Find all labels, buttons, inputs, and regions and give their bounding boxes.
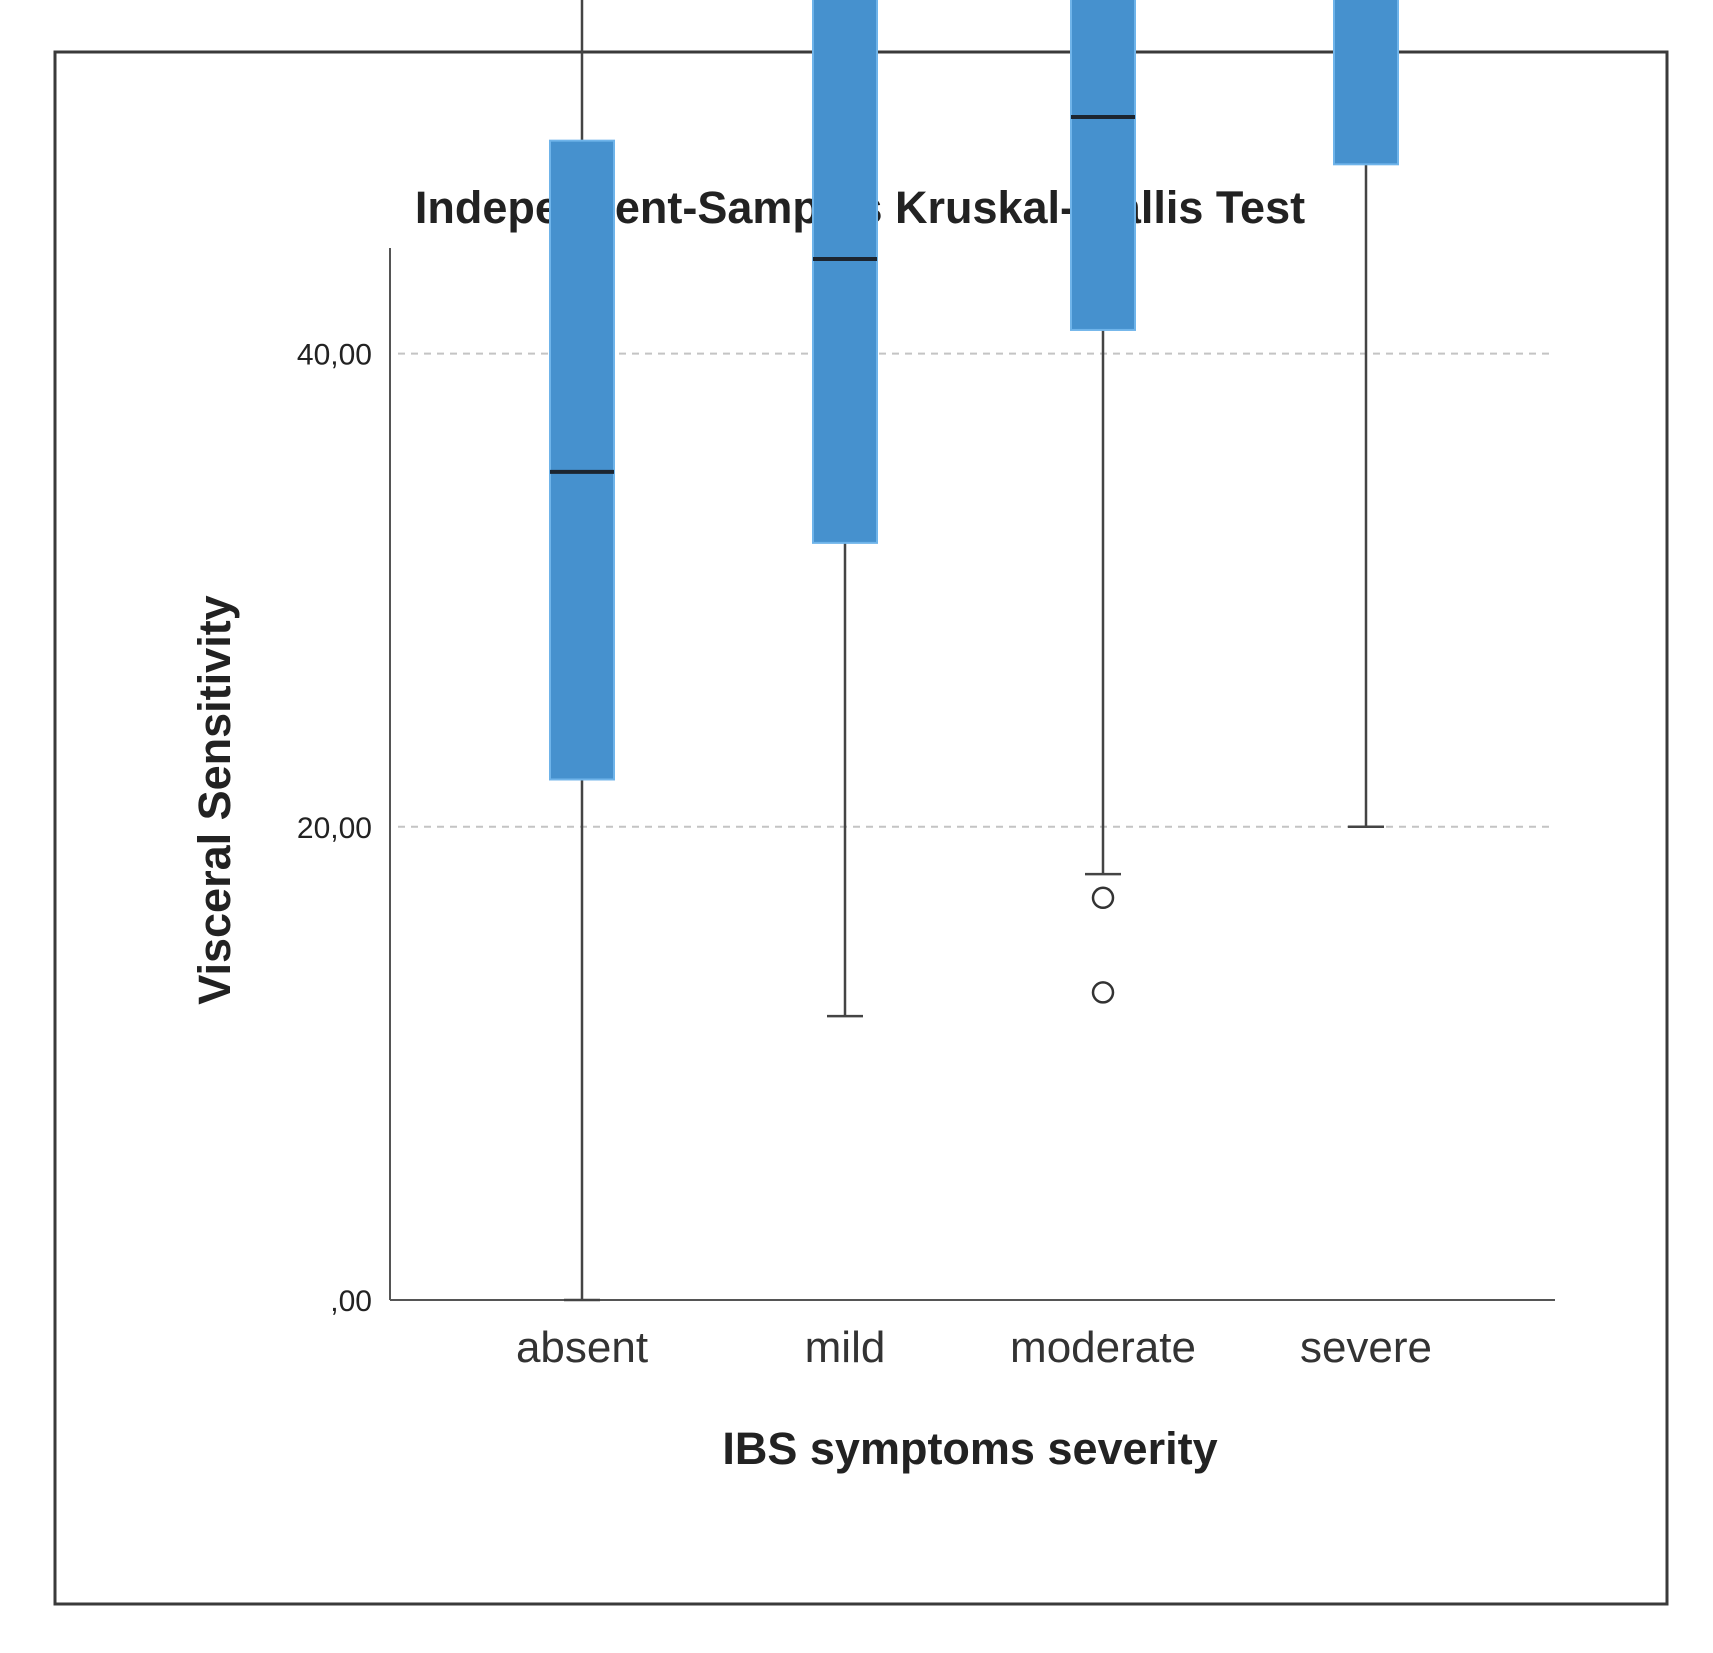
y-tick-label: ,00 [330,1285,372,1318]
x-tick-labels: absent mild moderate severe [516,1323,1432,1372]
iqr-box [1333,0,1399,166]
y-tick-label: 40,00 [297,339,372,372]
outlier-point [1091,886,1115,910]
box-plot-absent [549,0,615,1302]
x-tick-label-moderate: moderate [1010,1323,1196,1372]
x-tick-label-absent: absent [516,1323,648,1372]
box-plot-moderate [1070,0,1136,1004]
box-plot-mild [812,0,878,1018]
x-axis-title: IBS symptoms severity [722,1423,1217,1474]
iqr-box [549,139,615,781]
box-plots [549,0,1399,1302]
outlier-point [1091,981,1115,1004]
y-tick-label: 20,00 [297,812,372,845]
x-tick-label-severe: severe [1300,1323,1432,1372]
iqr-box [812,0,878,544]
x-tick-label-mild: mild [805,1323,886,1372]
y-axis-title: Visceral Sensitivity [189,595,240,1004]
iqr-box [1070,0,1136,331]
box-plot-severe [1333,0,1399,829]
